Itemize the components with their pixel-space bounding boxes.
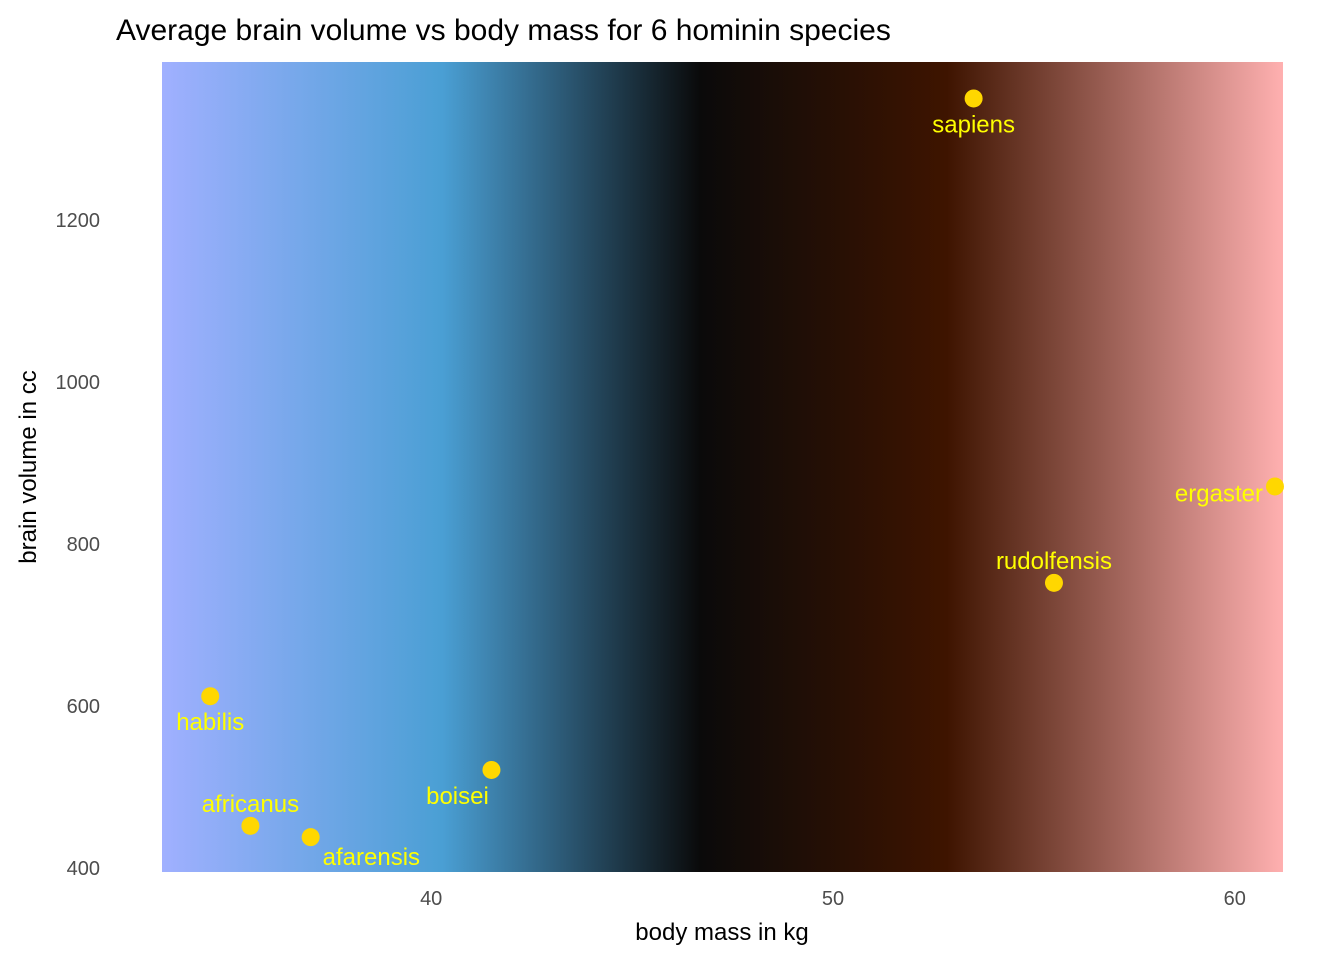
y-axis-ticks: 400 600 800 1000 1200 bbox=[56, 210, 101, 880]
data-point-ergaster bbox=[1265, 477, 1284, 496]
x-tick-label: 40 bbox=[420, 888, 442, 910]
data-label-sapiens: sapiens bbox=[932, 111, 1015, 138]
x-axis-title: body mass in kg bbox=[635, 919, 808, 946]
plot-background bbox=[162, 62, 1283, 872]
data-points bbox=[201, 89, 1284, 847]
chart-title: Average brain volume vs body mass for 6 … bbox=[116, 14, 891, 47]
y-tick-label: 800 bbox=[67, 534, 100, 556]
x-tick-label: 60 bbox=[1224, 888, 1246, 910]
y-tick-label: 1000 bbox=[56, 372, 101, 394]
data-point-boisei bbox=[482, 760, 501, 779]
data-point-rudolfensis bbox=[1044, 573, 1063, 592]
data-label-afarensis: afarensis bbox=[323, 844, 420, 871]
data-label-boisei: boisei bbox=[426, 783, 489, 810]
data-point-afarensis bbox=[301, 828, 320, 847]
x-axis-ticks: 40 50 60 bbox=[420, 888, 1246, 910]
data-label-rudolfensis: rudolfensis bbox=[996, 548, 1112, 575]
data-point-africanus bbox=[241, 816, 260, 835]
y-tick-label: 600 bbox=[67, 696, 100, 718]
data-label-habilis: habilis bbox=[176, 709, 244, 736]
data-point-sapiens bbox=[964, 89, 983, 108]
y-tick-label: 1200 bbox=[56, 210, 101, 232]
y-tick-label: 400 bbox=[67, 858, 100, 880]
data-point-habilis bbox=[201, 687, 220, 706]
data-label-africanus: africanus bbox=[202, 791, 299, 818]
x-tick-label: 50 bbox=[822, 888, 844, 910]
data-label-ergaster: ergaster bbox=[1175, 480, 1263, 507]
y-axis-title: brain volume in cc bbox=[15, 370, 42, 563]
data-labels: afarensis africanus habilis boisei rudolfens… bbox=[176, 111, 1263, 871]
